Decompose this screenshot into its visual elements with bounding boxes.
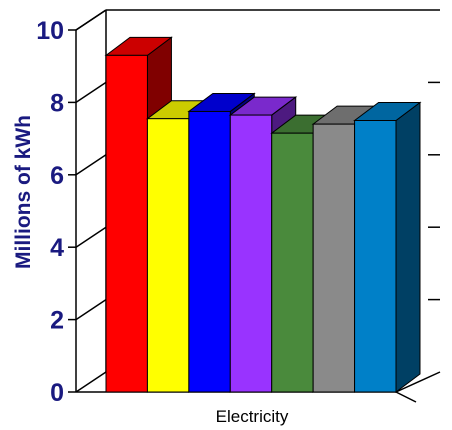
y-tick-label: 6: [50, 162, 64, 190]
y-tick-slant: [75, 298, 107, 321]
bar-side: [395, 101, 421, 393]
y-tick-slant: [75, 226, 107, 248]
y-tick-label: 2: [50, 307, 64, 335]
bar: [353, 101, 422, 393]
bar-front: [105, 54, 148, 393]
bar-front: [146, 118, 190, 393]
y-tick-slant: [75, 371, 107, 393]
y-axis-ticks: 0 2 4 6 8 10: [36, 9, 440, 407]
y-tick-slant: [75, 9, 107, 31]
floor-right-edge: [395, 371, 441, 393]
y-tick-label: 0: [50, 379, 64, 407]
y-tick-label: 10: [36, 17, 64, 45]
bar-front: [229, 114, 273, 393]
y-tick-label: 8: [50, 89, 64, 117]
x-category-label: Electricity: [216, 407, 289, 426]
category-tick: [395, 391, 417, 403]
bars: [104, 36, 422, 393]
y-tick-slant: [75, 154, 107, 176]
bar-front: [271, 132, 314, 393]
bar-front: [188, 110, 231, 393]
y-tick-label: 4: [50, 234, 64, 262]
y-axis-title: Millions of kWh: [12, 115, 35, 269]
bar-front: [312, 123, 356, 393]
y-tick-slant: [75, 81, 107, 104]
bar-front: [354, 120, 397, 393]
